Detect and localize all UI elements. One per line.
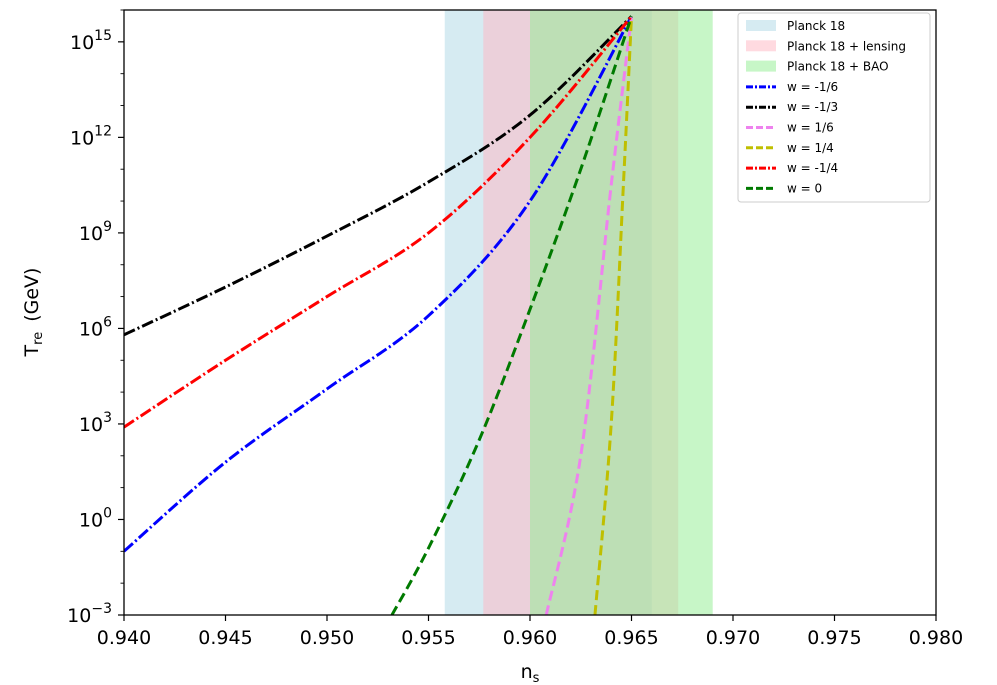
confidence-bands [444,10,713,615]
y-tick-label: 109 [79,219,112,245]
y-tick-label: 106 [79,314,112,340]
x-axis-ticks: 0.940 0.945 0.950 0.955 0.960 0.965 0.970 0.975… [97,615,963,649]
legend-label: Planck 18 + lensing [787,39,906,53]
series-lines [124,15,633,615]
legend-swatch-planck-18-lensing [746,40,776,52]
x-tick-label: 0.940 [97,627,151,649]
y-tick-label: 10−3 [67,601,112,627]
x-tick-label: 0.950 [300,627,354,649]
series-line-w-1-4 [124,15,633,429]
y-tick-label: 1012 [70,123,112,149]
legend-label: w = -1/6 [787,80,838,94]
series-line-w-1-4 [593,16,633,615]
legend-label: w = -1/3 [787,100,838,114]
x-tick-label: 0.975 [807,627,861,649]
x-tick-label: 0.965 [604,627,658,649]
series-line-w-1-6 [544,16,633,615]
legend-label: Planck 18 + BAO [787,60,889,74]
legend-frame [737,12,931,203]
legend-label: w = -1/4 [787,161,838,175]
legend-label: w = 0 [787,181,822,195]
y-tick-label: 100 [79,505,112,531]
y-tick-label: 1015 [70,28,112,54]
x-tick-label: 0.960 [503,627,557,649]
x-tick-label: 0.945 [198,627,252,649]
legend: Planck 18 Planck 18 + lensing Planck 18 + … [737,12,931,203]
series-line-w-1-3 [124,15,633,337]
legend-label: w = 1/4 [787,141,834,155]
y-tick-label: 103 [79,410,112,436]
x-tick-label: 0.980 [909,627,963,649]
legend-label: w = 1/6 [787,121,834,135]
band-planck-18-bao [530,10,713,615]
legend-swatch-planck-18-bao [746,60,776,72]
series-line-w-0 [390,15,633,615]
x-axis-title: ns [521,661,540,685]
x-tick-label: 0.970 [706,627,760,649]
legend-label: Planck 18 [787,19,845,33]
y-axis-title: Tre(GeV) [21,268,46,358]
series-line-w-1-6 [124,15,633,553]
x-tick-label: 0.955 [401,627,455,649]
y-axis-ticks: 10−3 100 103 106 109 1012 1015 [67,9,124,627]
legend-swatch-planck-18 [746,20,776,31]
